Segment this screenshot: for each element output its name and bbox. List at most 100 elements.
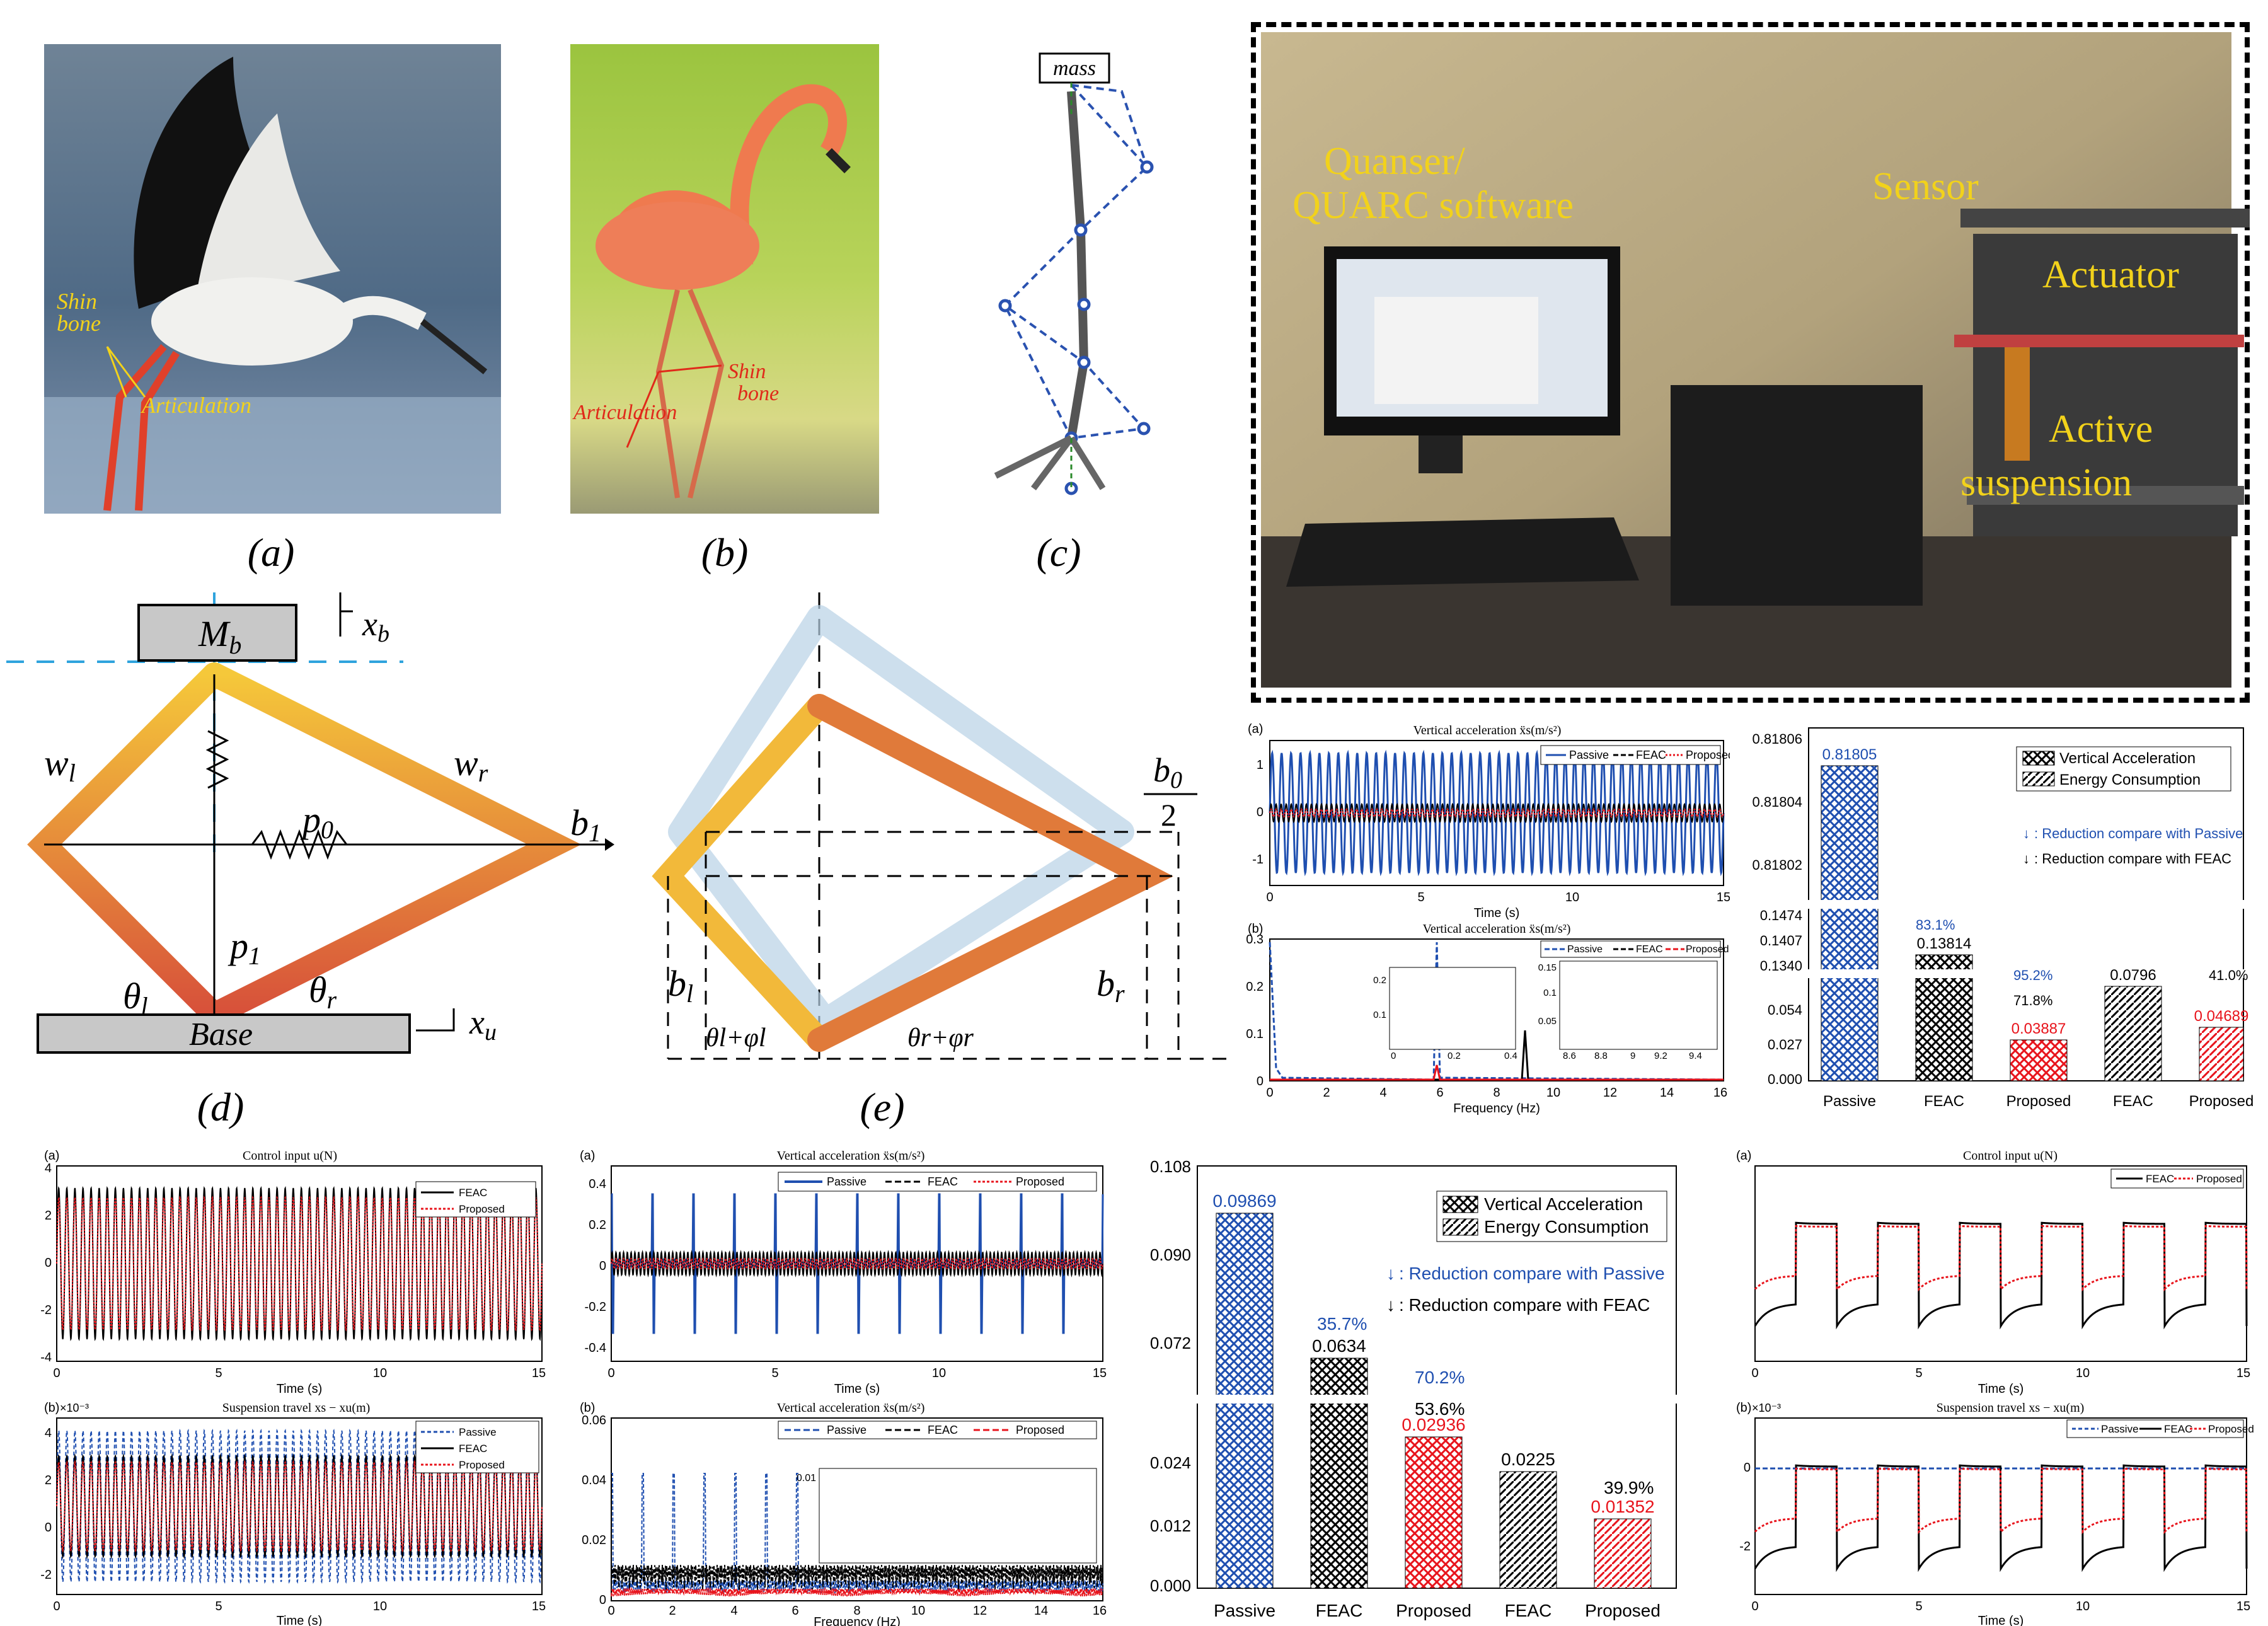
lower-left-chart: (a) Control input u(N) 4 2 0 -2 -4 0 5 1… — [40, 1149, 546, 1626]
tick: 15 — [532, 1366, 546, 1380]
flamingo-articulation-label: Articulation — [572, 401, 677, 424]
axis-label: Frequency (Hz) — [814, 1615, 901, 1626]
quarc-label: QUARC software — [1292, 184, 1574, 227]
tick: 10 — [932, 1366, 946, 1380]
tick: 8.6 — [1563, 1051, 1576, 1061]
value-label: 0.04689 — [2194, 1008, 2249, 1025]
theta-l-label: θl — [123, 976, 148, 1020]
stork-bone-label: bone — [57, 311, 101, 336]
legend-proposed: Proposed — [1686, 944, 1729, 955]
lab-setup-photo: Quanser/ QUARC software Sensor Actuator … — [1251, 22, 2250, 703]
mb-label: Mb — [198, 613, 241, 659]
tick: 15 — [1093, 1366, 1107, 1380]
upper-time-title: Vertical acceleration ẍs(m/s²) — [1413, 724, 1562, 737]
value-label: 0.03887 — [2012, 1020, 2066, 1037]
svg-text:↓: ↓ — [1386, 1295, 1395, 1315]
series-feac — [1754, 1221, 2248, 1330]
category-label: Proposed — [2006, 1093, 2071, 1110]
panel-label-a: (a) — [44, 1149, 59, 1163]
legend: Passive FEAC Proposed — [778, 1172, 1097, 1192]
xu-label: xu — [469, 1003, 497, 1046]
tick: 0 — [1751, 1600, 1758, 1613]
bar-proposed-energy — [1594, 1518, 1652, 1589]
tick: 0.1474 — [1760, 908, 1802, 923]
tick: 12 — [1011, 1567, 1023, 1578]
tick: 0.01 — [797, 1473, 816, 1484]
tick: 5 — [215, 1366, 222, 1380]
tick: 10 — [911, 1604, 925, 1618]
br-label: br — [1097, 963, 1125, 1008]
axis-label: Time (s) — [1978, 1382, 2024, 1396]
exponent-label: ×10⁻³ — [60, 1402, 89, 1414]
series-proposed — [56, 1196, 543, 1332]
tick: 0.024 — [1150, 1453, 1191, 1472]
caption-a: (a) — [247, 530, 295, 575]
tick: 4 — [45, 1162, 52, 1175]
legend: FEAC Proposed — [415, 1181, 536, 1218]
axis-label: Time (s) — [834, 1382, 880, 1396]
tick: 10 — [1565, 891, 1579, 904]
legend-feac: FEAC — [928, 1175, 958, 1188]
tick: 0 — [607, 1604, 614, 1618]
bar-feac — [1310, 1358, 1368, 1589]
tick: 0.1 — [1373, 1010, 1386, 1020]
tick: 5 — [771, 1366, 778, 1380]
value-label: 0.0634 — [1312, 1336, 1366, 1356]
theta-r-label: θr — [309, 969, 337, 1014]
tick: 0 — [1257, 805, 1264, 819]
series-passive — [611, 1193, 1104, 1334]
pct-label: 95.2% — [2013, 967, 2052, 983]
tick: 0.2 — [1246, 980, 1264, 994]
pct-label: 70.2% — [1415, 1368, 1465, 1387]
bar-proposed-energy — [2199, 1027, 2244, 1081]
tick: 0.000 — [1150, 1576, 1191, 1595]
tick: 0.2 — [1448, 1051, 1461, 1061]
deformation-model-diagram-e: b0 2 bl br θl+φl θr+φr — [630, 580, 1248, 1084]
pct-label: 35.7% — [1317, 1314, 1367, 1334]
xb-label: xb — [362, 605, 389, 647]
tick: 16 — [1093, 1604, 1107, 1618]
tick: 10 — [964, 1567, 976, 1578]
panel-label-b: (b) — [1248, 922, 1263, 936]
tick: 0.072 — [1150, 1334, 1191, 1352]
legend-passive: Passive — [1567, 944, 1603, 955]
tick: 0.15 — [1538, 962, 1557, 973]
p1-label: p1 — [227, 925, 261, 970]
stork-shin-label: Shin — [57, 289, 97, 314]
legend: Vertical Acceleration Energy Consumption — [1436, 1191, 1667, 1242]
tick: 5 — [1915, 1600, 1922, 1613]
legend: Passive FEAC Proposed — [2066, 1419, 2254, 1438]
series-proposed — [1754, 1225, 2248, 1292]
tick: 2 — [45, 1473, 52, 1487]
category-label: FEAC — [1316, 1601, 1363, 1620]
note-feac: : Reduction compare with FEAC — [1399, 1295, 1650, 1315]
tick: 10 — [2076, 1366, 2090, 1380]
tick: 8 — [853, 1604, 860, 1618]
stork-photo: Shin bone Articulation — [44, 44, 501, 514]
tick: 0 — [1266, 1086, 1273, 1100]
flamingo-shin-label: Shin — [728, 360, 766, 383]
bl-label: bl — [668, 963, 693, 1008]
upper-bar-chart: 0.81805 0.13814 0.03887 0.0796 0.04689 0… — [1752, 727, 2256, 1110]
wl-label: wl — [44, 742, 76, 787]
bar-feac-energy — [1499, 1471, 1557, 1589]
axis-label: Time (s) — [277, 1382, 323, 1396]
tick: -4 — [40, 1351, 52, 1364]
suspension-label: suspension — [1960, 461, 2132, 504]
legend-item: Vertical Acceleration — [2059, 750, 2196, 767]
quanser-label: Quanser/ — [1324, 140, 1466, 183]
pct-label: 71.8% — [2013, 993, 2052, 1008]
legend-feac: FEAC — [459, 1443, 487, 1455]
tick: 0 — [1751, 1366, 1758, 1380]
title-a: Vertical acceleration ẍs(m/s²) — [777, 1149, 925, 1163]
tick: 0 — [599, 1593, 606, 1607]
series-feac — [1754, 1464, 2248, 1572]
value-label: 0.13814 — [1917, 935, 1972, 952]
tick: 8 — [920, 1567, 926, 1578]
tick: 0.3 — [1246, 933, 1264, 947]
tick: 0.2 — [589, 1218, 606, 1232]
mass-label: mass — [1053, 57, 1096, 80]
title-b: Suspension travel xs − xu(m) — [1937, 1401, 2085, 1415]
tick: 5 — [1915, 1366, 1922, 1380]
category-label: Proposed — [2189, 1093, 2254, 1110]
